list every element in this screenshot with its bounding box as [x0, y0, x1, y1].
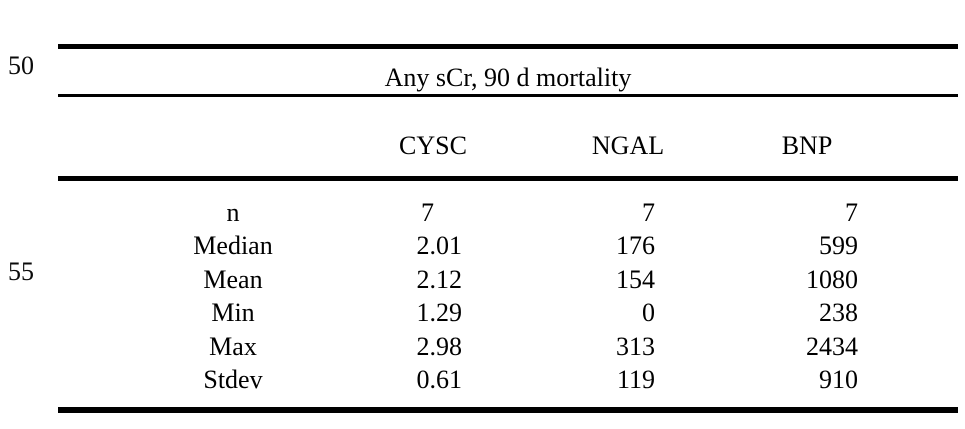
- cell-value: 313: [616, 331, 655, 361]
- cell-value: 119: [616, 364, 655, 394]
- table-row-min: Min 1.29 0 238: [58, 296, 958, 329]
- row-label: n: [226, 198, 240, 227]
- cell-value: 7: [845, 198, 858, 227]
- row-label: Mean: [203, 264, 263, 294]
- table-row-max: Max 2.98 313 2434: [58, 330, 958, 363]
- title-underline-rule: [58, 94, 958, 97]
- margin-line-number-50: 50: [8, 51, 34, 80]
- cell-value: 2.01: [416, 231, 463, 261]
- header-spacer: [58, 130, 338, 162]
- statistics-table: Any sCr, 90 d mortality CYSC NGAL BNP n …: [58, 0, 958, 429]
- table-body: n 7 7 7 Median 2.01 176 599 Mean 2.12 15…: [58, 196, 958, 396]
- column-header-bnp: BNP: [781, 131, 833, 160]
- table-header-row: CYSC NGAL BNP: [58, 130, 958, 162]
- cell-value: 0.61: [416, 364, 463, 394]
- table-row-stdev: Stdev 0.61 119 910: [58, 363, 958, 396]
- table-row-n: n 7 7 7: [58, 196, 958, 229]
- cell-value: 154: [616, 264, 655, 294]
- table-row-median: Median 2.01 176 599: [58, 229, 958, 262]
- cell-value: 1.29: [416, 298, 463, 328]
- row-label: Min: [211, 298, 255, 328]
- column-header-cysc: CYSC: [399, 131, 467, 160]
- cell-value: 910: [819, 364, 858, 394]
- column-header-ngal: NGAL: [591, 131, 665, 160]
- table-row-mean: Mean 2.12 154 1080: [58, 263, 958, 296]
- table-top-rule: [58, 44, 958, 49]
- row-label: Median: [193, 231, 273, 261]
- cell-value: 2.12: [416, 264, 463, 294]
- cell-value: 176: [616, 231, 655, 261]
- cell-value: 2434: [806, 331, 858, 361]
- row-label: Max: [209, 331, 257, 361]
- cell-value: 7: [421, 198, 434, 227]
- cell-value: 2.98: [416, 331, 463, 361]
- header-separator-rule: [58, 176, 958, 181]
- row-label: Stdev: [203, 364, 263, 394]
- cell-value: 0: [642, 298, 655, 328]
- cell-value: 599: [819, 231, 858, 261]
- cell-value: 7: [642, 198, 655, 227]
- cell-value: 1080: [806, 264, 858, 294]
- table-title: Any sCr, 90 d mortality: [384, 63, 632, 92]
- table-bottom-rule: [58, 407, 958, 413]
- margin-line-number-55: 55: [8, 257, 34, 286]
- cell-value: 238: [819, 298, 858, 328]
